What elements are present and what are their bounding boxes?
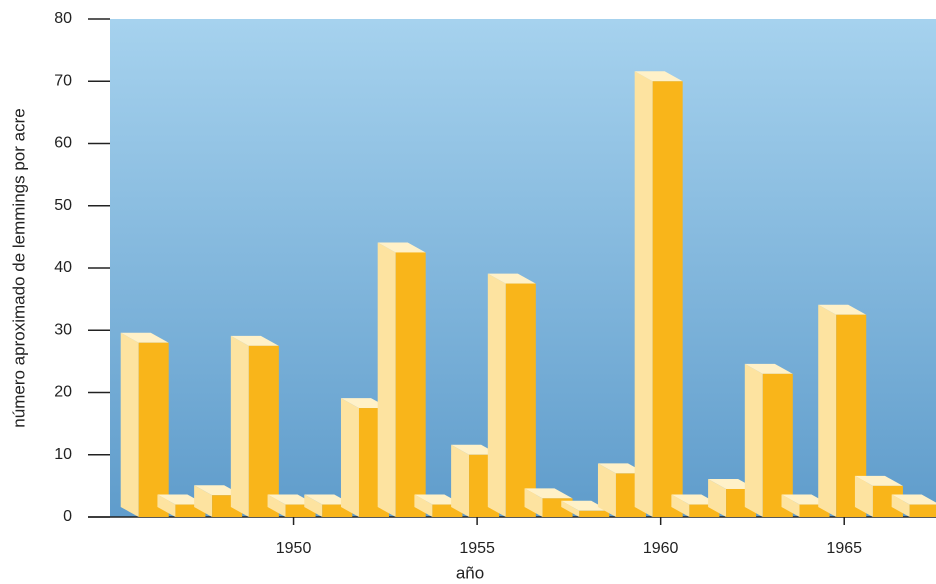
y-tick-label: 30 <box>54 321 72 338</box>
y-tick-label: 0 <box>63 508 72 525</box>
bar-face <box>818 305 836 517</box>
y-tick-label: 40 <box>54 259 72 276</box>
bar-face <box>635 71 653 517</box>
y-axis-label: número aproximado de lemmings por acre <box>9 108 28 427</box>
bar <box>488 274 536 517</box>
x-tick-label: 1955 <box>459 540 495 557</box>
bar-face <box>653 81 683 517</box>
y-tick-label: 80 <box>54 10 72 27</box>
x-tick-label: 1960 <box>643 540 679 557</box>
x-axis-label: año <box>456 563 484 582</box>
bar <box>745 364 793 517</box>
chart: año número aproximado de lemmings por ac… <box>0 0 936 584</box>
y-tick-label: 70 <box>54 72 72 89</box>
bar-face <box>745 364 763 517</box>
bar-face <box>231 336 249 517</box>
x-tick-label: 1950 <box>276 540 312 557</box>
bar-face <box>249 346 279 517</box>
bar-face <box>378 242 396 517</box>
bar-face <box>139 343 169 517</box>
y-tick-label: 20 <box>54 384 72 401</box>
y-tick-label: 60 <box>54 135 72 152</box>
bar-face <box>341 398 359 517</box>
y-tick-label: 10 <box>54 446 72 463</box>
bar-face <box>121 333 139 517</box>
bar <box>378 242 426 517</box>
bar-face <box>910 505 936 517</box>
bar-face <box>506 284 536 517</box>
y-tick-label: 50 <box>54 197 72 214</box>
bar <box>635 71 683 517</box>
bar <box>121 333 169 517</box>
bar-face <box>579 511 609 517</box>
x-tick-label: 1965 <box>826 540 862 557</box>
bar-face <box>396 252 426 517</box>
bar-face <box>488 274 506 517</box>
bar-face <box>451 445 469 517</box>
bar <box>231 336 279 517</box>
